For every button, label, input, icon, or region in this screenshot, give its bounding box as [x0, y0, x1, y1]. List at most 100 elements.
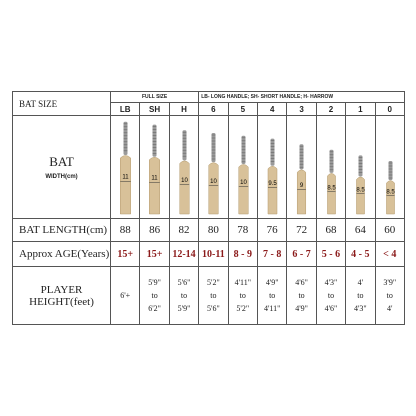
cell: 10-11	[198, 241, 229, 267]
cell: 78	[227, 218, 258, 242]
length-value: 72	[296, 224, 308, 236]
cell: 4 - 5	[345, 241, 376, 267]
bat-handle	[182, 130, 187, 161]
cell: 4'6" to 4'9"	[286, 266, 317, 325]
bat-figure: 10	[208, 133, 219, 215]
cell: PLAYER HEIGHT(feet)	[12, 266, 111, 325]
cell: 4'11" to 5'2"	[227, 266, 258, 325]
bat-width: 9.5	[268, 181, 277, 187]
bat-width: 8.5	[386, 190, 395, 196]
cell: 9	[286, 115, 317, 219]
height-value: 6'+	[120, 291, 131, 300]
cell: 3'9" to 4'	[374, 266, 406, 325]
cell: 11	[139, 115, 170, 219]
row-label: BAT LENGTH(cm)	[19, 224, 108, 236]
bat-blade	[385, 180, 395, 215]
header-row: LB SH H 6 5 4 3 2 1 0	[13, 102, 406, 116]
cell: FULL SIZE	[109, 91, 200, 103]
bat-blade	[179, 160, 190, 215]
height-value: 5'9"	[148, 278, 161, 287]
cell: 64	[345, 218, 376, 242]
age-value: 15+	[117, 248, 134, 260]
bat-width: 8.5	[356, 187, 365, 193]
bat-width: 11	[122, 175, 129, 181]
bat-width: 10	[210, 179, 217, 185]
length-value: 64	[354, 224, 366, 236]
cell: 10	[227, 115, 258, 219]
bat-blade	[297, 169, 307, 215]
cell: SH	[139, 102, 170, 116]
cell: 4'3" to 4'6"	[315, 266, 347, 325]
length-value: 80	[207, 224, 219, 236]
age-value: 12-14	[172, 248, 196, 260]
bat-blade	[208, 162, 219, 215]
cell: 4'9" to 4'11"	[256, 266, 288, 325]
bat-handle	[299, 144, 304, 170]
length-value: 60	[384, 224, 396, 236]
age-value: < 4	[383, 248, 397, 260]
legend-text: LB- LONG HANDLE; SH- SHORT HANDLE; H- HA…	[201, 94, 334, 100]
cell: 15+	[139, 241, 170, 267]
header-row: BAT SIZE FULL SIZE LB- LONG HANDLE; SH- SH…	[12, 91, 406, 116]
cell: 5'2" to 5'6"	[198, 266, 229, 325]
height-value: to	[239, 291, 246, 300]
height-value: 5'2"	[207, 278, 220, 287]
height-value: to	[180, 291, 188, 300]
cell: 72	[286, 218, 317, 242]
length-value: 78	[237, 224, 249, 236]
cell: 6'+	[109, 266, 141, 325]
cell: 88	[109, 218, 141, 242]
age-value: 7 - 8	[263, 248, 282, 260]
cell: 5'6" to 5'9"	[168, 266, 200, 325]
length-value: 76	[266, 224, 278, 236]
bat-figure: 10	[238, 135, 249, 215]
cell: 8.5	[374, 115, 406, 219]
row-label: BAT	[49, 154, 74, 169]
cell: 1	[345, 102, 376, 116]
age-value: 5 - 6	[321, 248, 341, 260]
row-label: Approx AGE(Years)	[19, 248, 110, 260]
cell: H	[168, 102, 200, 116]
bat-handle	[358, 155, 363, 177]
height-value: 4'6"	[324, 304, 338, 313]
column-label: LB	[119, 104, 131, 114]
bat-figure: 8.5	[385, 161, 395, 215]
bat-figure: 10	[179, 130, 190, 215]
bat-width: 10	[181, 178, 188, 184]
cell: 80	[198, 218, 229, 242]
height-value: to	[298, 291, 305, 300]
height-value: 4'9"	[295, 304, 308, 313]
bat-width: 11	[152, 176, 159, 182]
height-value: to	[357, 291, 364, 300]
height-value: 6'2"	[148, 304, 161, 313]
height-value: 4'	[357, 278, 364, 287]
column-label: 6	[211, 104, 216, 114]
cell: 82	[168, 218, 200, 242]
header-title: BAT SIZE	[19, 98, 58, 109]
cell: 7 - 8	[256, 241, 288, 267]
cell: 10	[198, 115, 229, 219]
cell: 15+	[109, 241, 141, 267]
age-value: 4 - 5	[351, 248, 370, 260]
height-value: 3'9"	[383, 278, 397, 287]
cell: 60	[374, 218, 406, 242]
cell: LB- LONG HANDLE; SH- SHORT HANDLE; H- HA…	[198, 91, 406, 103]
height-value: to	[327, 291, 335, 300]
row-sublabel: WIDTH(cm)	[45, 174, 78, 180]
bat-handle	[211, 133, 216, 163]
cell: < 4	[374, 241, 406, 267]
bat-handle	[270, 138, 275, 166]
bat-width: 10	[240, 180, 247, 186]
cell: 4' to 4'3"	[345, 266, 376, 325]
length-value: 68	[325, 224, 337, 236]
age-value: 10-11	[202, 248, 225, 260]
age-value: 15+	[146, 248, 163, 260]
cell: 12-14	[168, 241, 200, 267]
bat-blade	[356, 176, 365, 215]
height-value: to	[210, 291, 217, 300]
height-value: 5'6"	[207, 304, 220, 313]
cell: 8 - 9	[227, 241, 258, 267]
bat-handle	[329, 149, 334, 173]
cell: LB	[109, 102, 141, 116]
